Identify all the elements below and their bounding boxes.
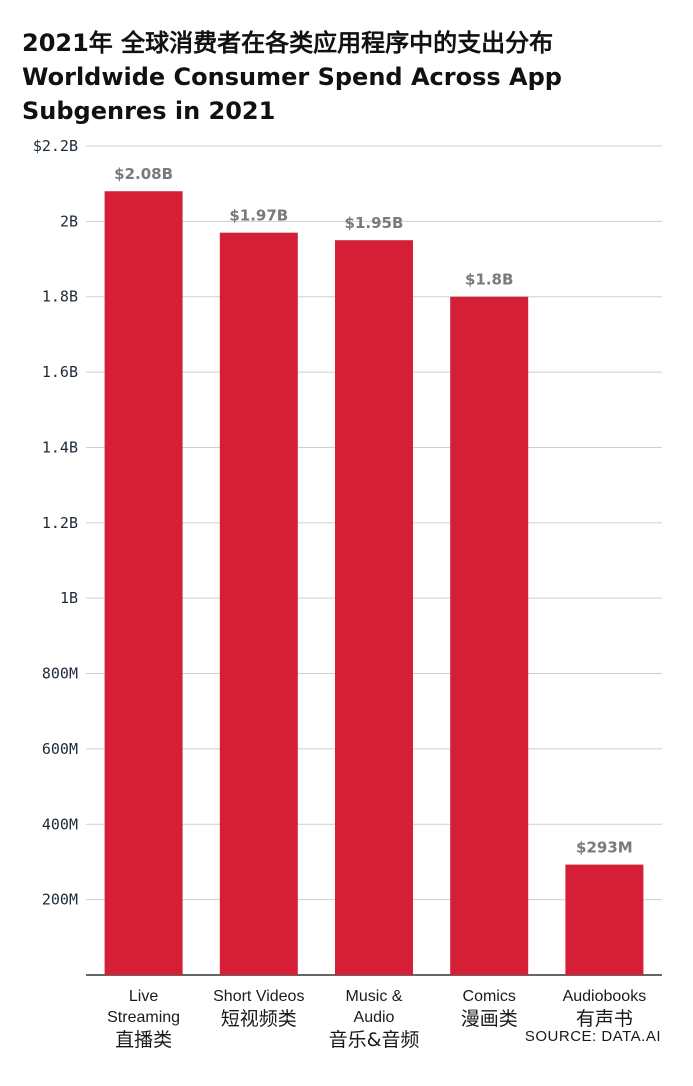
data-label: $1.97B — [229, 207, 288, 225]
y-tick-label: 1.6B — [42, 363, 78, 381]
x-tick-label-cn: 短视频类 — [221, 1008, 297, 1030]
data-label: $293M — [576, 839, 633, 857]
x-tick-label: Short Videos — [213, 988, 304, 1005]
y-tick-label: 2B — [60, 212, 78, 230]
chart-title-en-line1: Worldwide Consumer Spend Across App — [22, 63, 562, 91]
y-tick-label: $2.2B — [33, 137, 78, 155]
x-tick-label-cn: 有声书 — [576, 1008, 633, 1030]
x-tick-label: Comics — [463, 988, 516, 1005]
source-note: SOURCE: DATA.AI — [524, 1028, 661, 1045]
x-tick-label-cn: 音乐&音频 — [329, 1029, 420, 1051]
chart-title-en-line2: Subgenres in 2021 — [22, 97, 276, 125]
data-label: $1.95B — [345, 214, 404, 232]
y-tick-label: 1.4B — [42, 438, 78, 456]
bar — [565, 864, 644, 975]
y-tick-label: 1.8B — [42, 288, 78, 306]
y-tick-label: 800M — [42, 665, 78, 683]
x-tick-label: Audiobooks — [563, 988, 647, 1005]
y-tick-label: 400M — [42, 815, 78, 833]
bar — [219, 232, 298, 975]
bar — [104, 191, 183, 975]
y-tick-label: 600M — [42, 740, 78, 758]
y-tick-label: 1B — [60, 589, 78, 607]
chart-title: 2021年 全球消费者在各类应用程序中的支出分布 Worldwide Consu… — [22, 26, 672, 128]
x-tick-label: Streaming — [107, 1009, 180, 1026]
x-tick-label: Audio — [354, 1009, 395, 1026]
y-tick-label: 1.2B — [42, 514, 78, 532]
bar — [450, 296, 529, 975]
x-tick-label-cn: 漫画类 — [461, 1008, 518, 1030]
data-label: $1.8B — [465, 271, 513, 289]
y-tick-label: 200M — [42, 891, 78, 909]
data-label: $2.08B — [114, 165, 173, 183]
x-tick-label: Live — [129, 988, 158, 1005]
chart-title-cn: 2021年 全球消费者在各类应用程序中的支出分布 — [22, 29, 554, 57]
bar — [335, 240, 413, 976]
x-tick-label-cn: 直播类 — [115, 1029, 172, 1051]
x-tick-label: Music & — [346, 988, 403, 1005]
